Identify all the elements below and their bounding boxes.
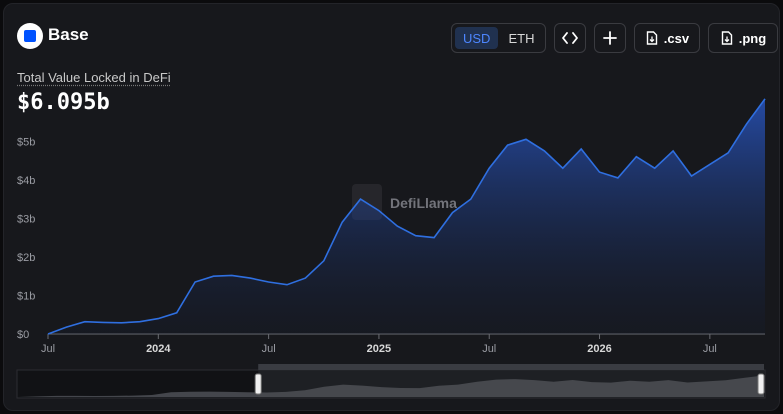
- y-tick-label: $2b: [17, 252, 35, 264]
- y-tick-label: $4b: [17, 175, 35, 187]
- add-button[interactable]: [594, 23, 627, 53]
- metric-value: $6.095b: [17, 90, 110, 115]
- tvl-area: [48, 98, 765, 335]
- plus-icon: [603, 31, 618, 45]
- x-tick-label: Jul: [703, 343, 717, 355]
- range-handle-left[interactable]: [254, 373, 262, 395]
- download-png-button[interactable]: .png: [708, 23, 779, 53]
- embed-button[interactable]: [554, 23, 587, 53]
- csv-label: .csv: [663, 30, 690, 46]
- chain-name: Base: [48, 25, 89, 44]
- x-tick-label: 2026: [587, 343, 611, 355]
- y-tick-label: $3b: [17, 213, 35, 225]
- x-tick-label: Jul: [262, 343, 276, 355]
- y-tick-label: $1b: [17, 290, 35, 302]
- metric-label: Total Value Locked in DeFi: [17, 70, 171, 85]
- x-axis: Jul 2024 Jul 2025 Jul 2026 Jul: [41, 334, 717, 355]
- download-csv-button[interactable]: .csv: [634, 23, 701, 53]
- mini-area: [18, 375, 764, 397]
- x-tick-label: 2025: [367, 343, 391, 355]
- code-icon: [562, 32, 579, 44]
- base-logo-icon: [17, 23, 43, 49]
- toolbar: USD ETH .csv .png: [451, 22, 779, 54]
- watermark-text: DefiLlama: [390, 195, 457, 211]
- file-download-icon: [646, 31, 657, 45]
- x-tick-label: 2024: [146, 343, 171, 355]
- currency-usd-button[interactable]: USD: [455, 27, 499, 49]
- x-tick-label: Jul: [482, 343, 496, 355]
- range-drag-bar[interactable]: [258, 364, 764, 370]
- png-label: .png: [738, 30, 767, 46]
- y-tick-label: $5b: [17, 136, 35, 148]
- y-tick-label: $0: [17, 329, 29, 341]
- file-download-icon: [721, 31, 732, 45]
- range-selector[interactable]: [16, 364, 766, 399]
- currency-toggle: USD ETH: [451, 23, 547, 53]
- x-tick-label: Jul: [41, 343, 55, 355]
- range-handle-right[interactable]: [757, 373, 765, 395]
- tvl-line: [47, 98, 766, 335]
- currency-eth-button[interactable]: ETH: [508, 30, 535, 46]
